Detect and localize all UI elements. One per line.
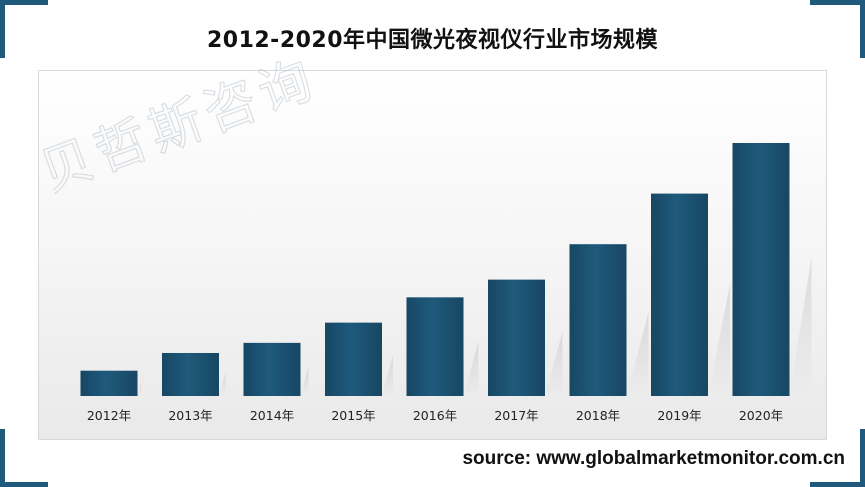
x-tick-label: 2016年 — [413, 408, 457, 423]
x-tick-label: 2015年 — [331, 408, 375, 423]
corner-top-left-h — [0, 0, 48, 5]
bar-shadow — [219, 372, 226, 396]
chart-title: 2012-2020年中国微光夜视仪行业市场规模 — [206, 28, 659, 53]
corner-top-right-h — [810, 0, 865, 5]
corner-bottom-right-h — [810, 482, 865, 487]
bar-2020年 — [732, 143, 790, 396]
bar-2018年 — [569, 244, 627, 396]
bar-2014年 — [243, 342, 301, 396]
corner-top-right-v — [860, 0, 865, 58]
x-tick-label: 2020年 — [739, 408, 783, 423]
corner-bottom-left-v — [0, 429, 5, 487]
bar-2012年 — [80, 370, 138, 396]
bar-shadow — [789, 256, 812, 396]
corner-bottom-left-h — [0, 482, 48, 487]
bar-shadow — [382, 355, 394, 396]
source-note: source: www.globalmarketmonitor.com.cn — [462, 448, 845, 469]
bar-shadow — [300, 366, 309, 396]
x-tick-label: 2012年 — [87, 408, 131, 423]
bar-2015年 — [325, 322, 382, 396]
bar-shadow — [626, 312, 649, 396]
bar-shadow — [545, 331, 563, 396]
corner-bottom-right-v — [860, 429, 865, 487]
bar-2017年 — [488, 279, 545, 396]
x-tick-label: 2014年 — [250, 408, 294, 423]
bar-2013年 — [162, 352, 219, 396]
x-tick-label: 2013年 — [168, 408, 212, 423]
bar-2016年 — [406, 297, 464, 396]
bar-chart: 2012年 2013年 2014年 2015年 2016年 2017年 2018年 2019年… — [80, 143, 812, 423]
bar-shadow — [137, 382, 142, 396]
x-tick-label: 2018年 — [576, 408, 620, 423]
corner-top-left-v — [0, 0, 5, 58]
plot-area: 2012年 2013年 2014年 2015年 2016年 2017年 2018年 2019年… — [32, 48, 827, 440]
x-tick-label: 2017年 — [494, 408, 538, 423]
bar-shadow — [708, 284, 730, 396]
bar-2019年 — [651, 193, 708, 396]
x-tick-label: 2019年 — [657, 408, 701, 423]
bar-shadow — [463, 341, 479, 396]
